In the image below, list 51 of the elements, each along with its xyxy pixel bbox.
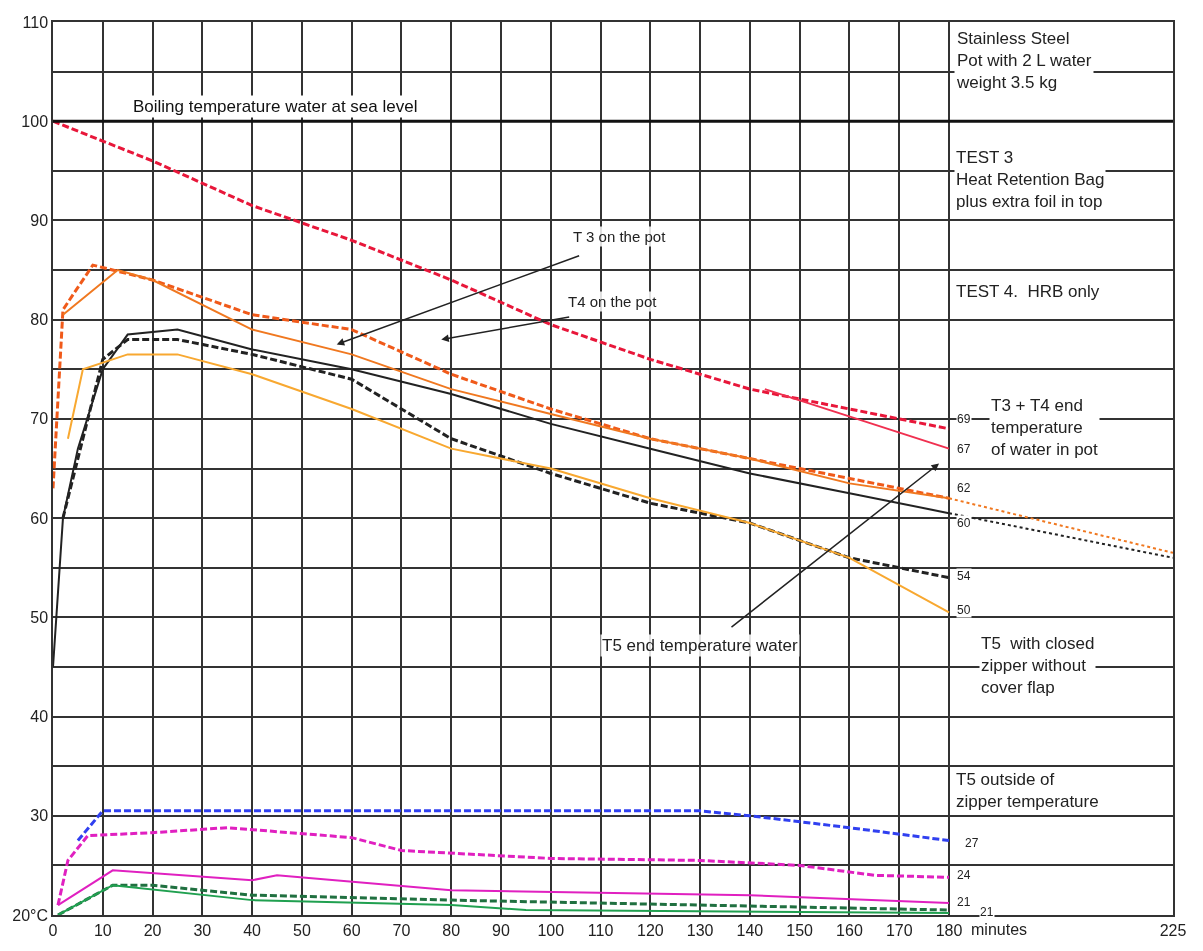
x-tick-label: 180	[935, 921, 963, 939]
x-tick-label: 225	[1159, 921, 1187, 939]
x-tick-label: 160	[836, 921, 863, 939]
y-tick-label: 30	[30, 807, 49, 825]
annotation: 67	[957, 442, 971, 456]
annotation: T4 on the pot	[568, 293, 658, 310]
x-tick-label: 100	[537, 921, 565, 939]
annotation: 24	[957, 868, 971, 882]
x-tick-label: 30	[193, 921, 212, 939]
annotation: 60	[957, 516, 971, 530]
x-tick-label: 20	[143, 921, 162, 939]
y-tick-label: 110	[22, 13, 49, 31]
annotation: 69	[957, 412, 971, 426]
y-tick-label: 80	[30, 311, 49, 329]
annotation: TEST 3 Heat Retention Bag plus extra foil in top	[956, 148, 1105, 212]
x-tick-label: 150	[786, 921, 814, 939]
x-tick-label: 70	[392, 921, 411, 939]
annotation: 50	[957, 603, 971, 617]
annotation: Stainless Steel Pot with 2 L water weight 3.5 kg	[956, 29, 1092, 93]
annotation: T5 end temperature water	[602, 636, 798, 655]
annotation: 21	[980, 905, 994, 919]
y-tick-label: 60	[30, 509, 49, 527]
y-tick-label: 20°C	[12, 906, 49, 924]
annotation: T3 + T4 end temperature of water in pot	[991, 396, 1099, 460]
annotation: T 3 on the pot	[573, 228, 667, 245]
x-tick-label: 90	[492, 921, 510, 939]
x-tick-label: 130	[686, 921, 714, 939]
annotation: 21	[957, 895, 971, 909]
x-tick-label: 170	[885, 921, 913, 939]
x-tick-label: 60	[342, 921, 361, 939]
x-tick-label: 110	[587, 921, 614, 939]
x-axis-title: minutes	[971, 921, 1028, 938]
annotation: 54	[957, 569, 971, 583]
x-tick-label: 0	[48, 921, 58, 939]
y-tick-label: 70	[30, 410, 49, 428]
x-tick-label: 10	[93, 921, 112, 939]
x-tick-label: 40	[243, 921, 262, 939]
annotation: T5 outside of zipper temperature	[956, 770, 1099, 812]
x-tick-label: 120	[636, 921, 664, 939]
x-tick-label: 50	[292, 921, 311, 939]
y-tick-label: 50	[30, 608, 49, 626]
ref-line-label: Boiling temperature water at sea level	[133, 97, 418, 116]
annotation: TEST 4. HRB only	[956, 282, 1100, 301]
y-tick-label: 40	[30, 708, 49, 726]
annotation: 27	[965, 836, 979, 850]
y-tick-label: 100	[21, 112, 49, 130]
x-tick-label: 140	[736, 921, 764, 939]
annotation: 62	[957, 481, 971, 495]
y-tick-label: 90	[30, 212, 49, 230]
annotation: T5 with closed zipper without cover flap	[981, 634, 1095, 698]
x-tick-label: 80	[442, 921, 461, 939]
